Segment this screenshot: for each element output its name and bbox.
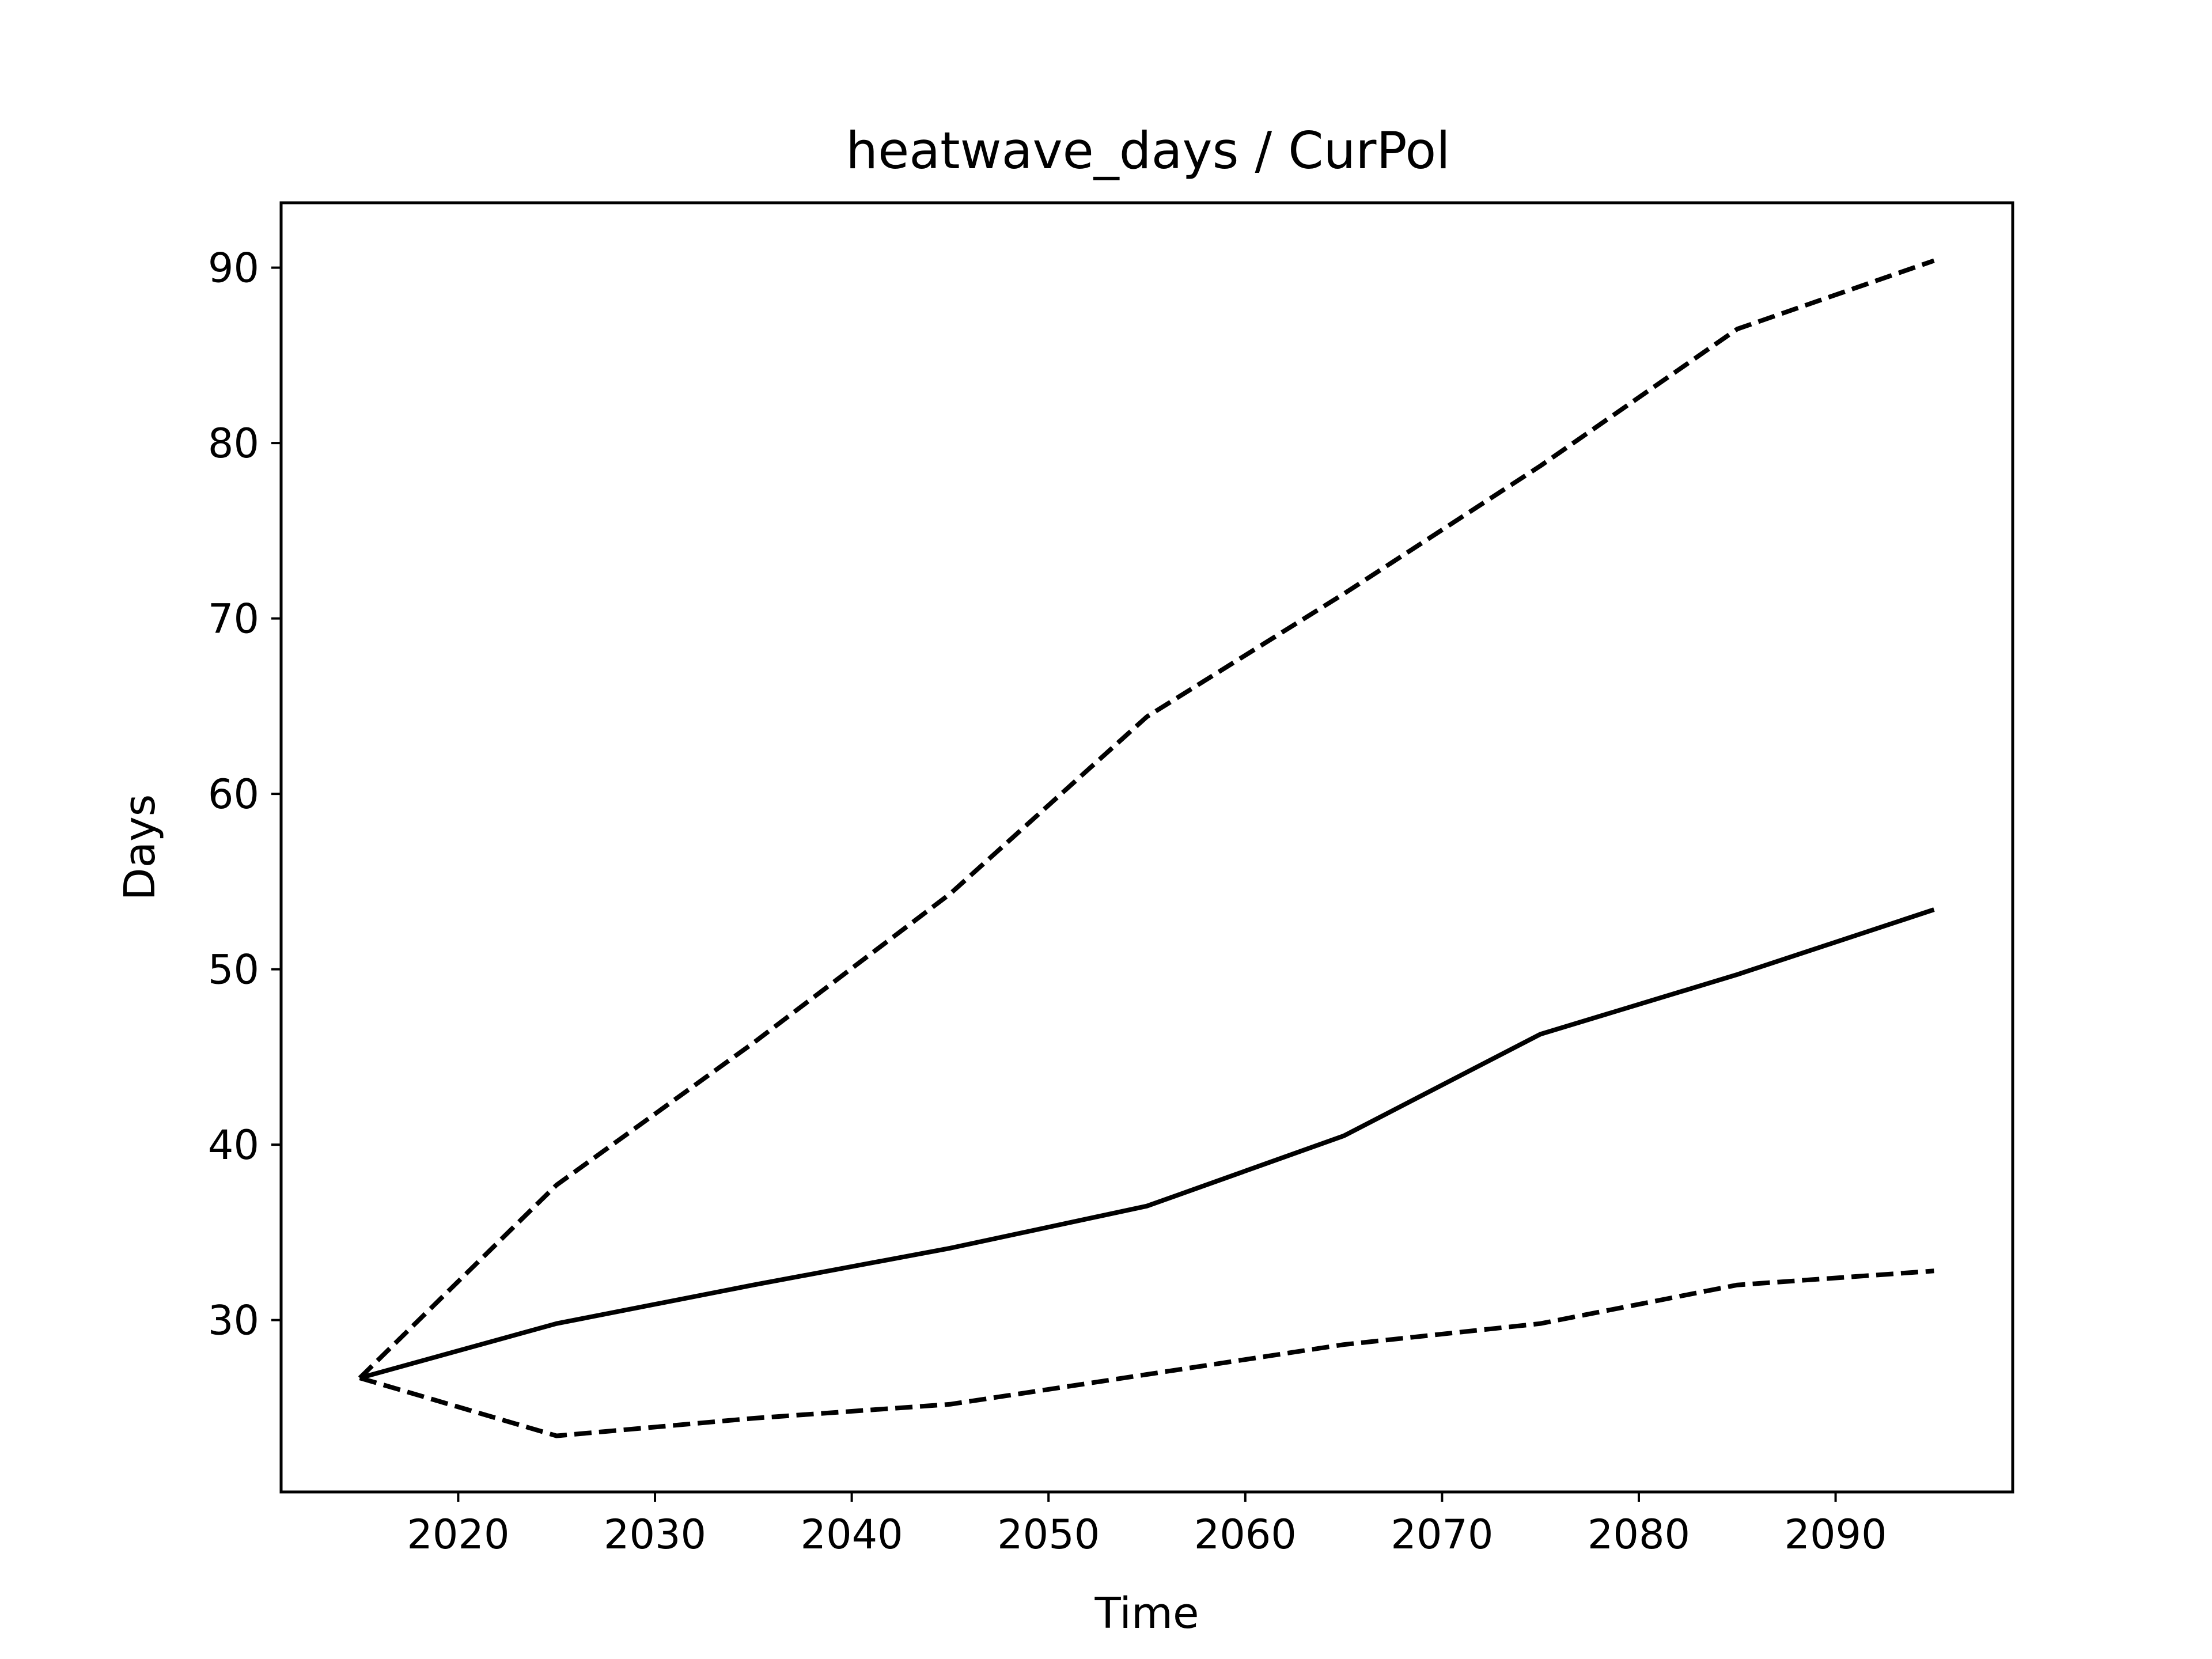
x-tick-label: 2090 — [1784, 1511, 1887, 1558]
y-axis: 30 40 50 60 70 80 90 — [208, 245, 281, 1344]
x-tick-label: 2070 — [1391, 1511, 1493, 1558]
x-axis-label: Time — [1094, 1589, 1199, 1638]
chart-title: heatwave_days / CurPol — [846, 121, 1450, 180]
x-tick-label: 2050 — [997, 1511, 1100, 1558]
x-tick-label: 2040 — [801, 1511, 903, 1558]
y-tick-label: 40 — [208, 1122, 259, 1169]
axes-frame — [279, 201, 2014, 1494]
series-line-3 — [359, 1268, 1934, 1438]
x-tick-label: 2020 — [407, 1511, 509, 1558]
x-axis: 2020 2030 2040 2050 2060 2070 2080 2090 — [407, 1492, 1887, 1558]
series-line-1 — [359, 907, 1935, 1380]
y-tick-label: 60 — [208, 771, 259, 818]
x-tick-label: 2030 — [604, 1511, 706, 1558]
y-tick-label: 30 — [208, 1297, 259, 1344]
plot-area — [358, 258, 1935, 1438]
series-line-2 — [358, 258, 1935, 1380]
y-tick-label: 80 — [208, 420, 259, 467]
x-tick-label: 2060 — [1194, 1511, 1297, 1558]
y-tick-label: 90 — [208, 245, 259, 292]
y-axis-label: Days — [115, 794, 165, 901]
y-tick-label: 70 — [208, 596, 259, 643]
y-tick-label: 50 — [208, 946, 259, 994]
x-tick-label: 2080 — [1588, 1511, 1690, 1558]
